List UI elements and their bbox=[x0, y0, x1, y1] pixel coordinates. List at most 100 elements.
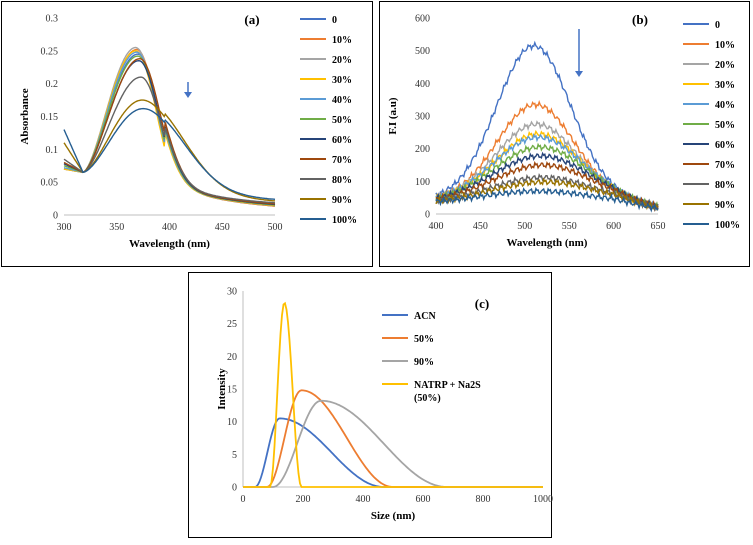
y-tick-label: 0.25 bbox=[41, 46, 59, 57]
y-tick-label: 500 bbox=[415, 46, 430, 57]
y-tick-label: 30 bbox=[227, 287, 237, 298]
x-tick-label: 200 bbox=[296, 494, 311, 505]
legend-label: 100% bbox=[332, 215, 357, 226]
y-axis-label: Intensity bbox=[216, 368, 228, 410]
x-axis-label: Wavelength (nm) bbox=[129, 238, 210, 250]
y-tick-label: 20 bbox=[227, 352, 237, 363]
legend-label: 50% bbox=[414, 334, 434, 345]
series-line-100- bbox=[63, 107, 276, 200]
legend-label: 0 bbox=[715, 20, 720, 31]
legend-label: 30% bbox=[332, 75, 352, 86]
series-line-90- bbox=[435, 177, 659, 211]
legend-label: 60% bbox=[715, 140, 735, 151]
series-line-0 bbox=[63, 53, 275, 207]
y-tick-label: 25 bbox=[227, 319, 237, 330]
legend-label: 30% bbox=[715, 80, 735, 91]
down-arrow-icon bbox=[575, 71, 583, 77]
series-line-80- bbox=[63, 76, 276, 204]
y-tick-label: 600 bbox=[415, 14, 430, 25]
down-arrow-icon bbox=[184, 92, 192, 98]
y-axis-label: F.I (a.u) bbox=[387, 97, 399, 135]
legend-label: 60% bbox=[332, 135, 352, 146]
panel-a-absorbance-chart: 300 350 400 450 500 0 0.05 0.1 0.15 0.2 0.25 0.3 Wav… bbox=[1, 1, 373, 267]
legend-label: 50% bbox=[332, 115, 352, 126]
y-tick-label: 0.1 bbox=[46, 145, 59, 156]
x-axis-label: Wavelength (nm) bbox=[507, 237, 588, 249]
panel-title: (b) bbox=[632, 12, 648, 27]
x-tick-label: 400 bbox=[429, 221, 444, 232]
legend-label: 10% bbox=[715, 40, 735, 51]
series-line-90- bbox=[63, 99, 276, 202]
legend-label: 50% bbox=[715, 120, 735, 131]
y-tick-label: 0.3 bbox=[46, 14, 59, 25]
y-tick-label: 300 bbox=[415, 112, 430, 123]
legend-label: 90% bbox=[414, 357, 434, 368]
x-tick-label: 450 bbox=[215, 222, 230, 233]
series-line-40- bbox=[63, 51, 276, 206]
legend-label: 70% bbox=[332, 155, 352, 166]
y-tick-label: 15 bbox=[227, 385, 237, 396]
series-line-10- bbox=[63, 48, 275, 207]
series-line-50- bbox=[435, 142, 659, 211]
series-line-50- bbox=[63, 55, 276, 206]
y-tick-label: 200 bbox=[415, 144, 430, 155]
y-tick-label: 400 bbox=[415, 79, 430, 90]
absorbance-chart-svg: 300 350 400 450 500 0 0.05 0.1 0.15 0.2 0.25 0.3 Wav… bbox=[19, 12, 357, 250]
legend-label: NATRP + Na2S bbox=[414, 380, 481, 391]
legend-label: 90% bbox=[332, 195, 352, 206]
legend-label: (50%) bbox=[414, 393, 441, 404]
y-tick-label: 10 bbox=[227, 417, 237, 428]
fluorescence-chart-svg: 400 450 500 550 600 650 0 100 200 300 400 500 600 Wav… bbox=[387, 12, 740, 249]
y-tick-label: 0 bbox=[232, 483, 237, 494]
series-line-70- bbox=[435, 160, 659, 211]
panel-title: (a) bbox=[244, 12, 259, 27]
y-tick-label: 5 bbox=[232, 450, 237, 461]
x-tick-label: 500 bbox=[268, 222, 283, 233]
x-tick-label: 800 bbox=[476, 494, 491, 505]
y-tick-label: 0 bbox=[53, 211, 58, 222]
size-distribution-chart-svg: 0 200 400 600 800 1000 0 5 10 15 20 25 30 Size (nm) In… bbox=[216, 287, 553, 523]
legend-label: 40% bbox=[332, 95, 352, 106]
legend-label: 20% bbox=[332, 55, 352, 66]
series-line-30- bbox=[63, 50, 276, 207]
legend-label: 100% bbox=[715, 220, 740, 231]
series-line-70- bbox=[63, 57, 276, 205]
x-tick-label: 300 bbox=[57, 222, 72, 233]
series-line-20- bbox=[63, 46, 276, 207]
legend-label: 40% bbox=[715, 100, 735, 111]
x-axis-label: Size (nm) bbox=[371, 510, 416, 522]
x-tick-label: 1000 bbox=[533, 494, 553, 505]
series-line-100- bbox=[435, 186, 659, 213]
series-line-natrp-na2s-50- bbox=[243, 301, 543, 488]
legend-label: 0 bbox=[332, 15, 337, 26]
x-tick-label: 0 bbox=[241, 494, 246, 505]
legend-label: 90% bbox=[715, 200, 735, 211]
series-line-60- bbox=[63, 59, 276, 206]
x-tick-label: 650 bbox=[651, 221, 666, 232]
legend-label: 70% bbox=[715, 160, 735, 171]
panel-b-fluorescence-chart: 400 450 500 550 600 650 0 100 200 300 400 500 600 Wav… bbox=[379, 1, 750, 267]
y-tick-label: 0 bbox=[425, 210, 430, 221]
x-tick-label: 400 bbox=[162, 222, 177, 233]
x-tick-label: 600 bbox=[606, 221, 621, 232]
legend-label: 10% bbox=[332, 35, 352, 46]
x-tick-label: 450 bbox=[473, 221, 488, 232]
x-tick-label: 600 bbox=[416, 494, 431, 505]
legend-label: ACN bbox=[414, 311, 436, 322]
y-tick-label: 0.15 bbox=[41, 112, 59, 123]
y-axis-label: Absorbance bbox=[19, 88, 31, 144]
series-line-50- bbox=[243, 389, 543, 488]
legend-label: 20% bbox=[715, 60, 735, 71]
series-line-80- bbox=[435, 173, 659, 212]
x-tick-label: 350 bbox=[109, 222, 124, 233]
x-tick-label: 500 bbox=[517, 221, 532, 232]
series-line-90- bbox=[243, 399, 543, 488]
panel-c-size-distribution-chart: 0 200 400 600 800 1000 0 5 10 15 20 25 30 Size (nm) In… bbox=[188, 272, 553, 538]
y-tick-label: 100 bbox=[415, 177, 430, 188]
x-tick-label: 400 bbox=[356, 494, 371, 505]
x-tick-label: 550 bbox=[562, 221, 577, 232]
legend-label: 80% bbox=[715, 180, 735, 191]
y-tick-label: 0.2 bbox=[46, 79, 59, 90]
y-tick-label: 0.05 bbox=[41, 178, 59, 189]
panel-title: (c) bbox=[475, 296, 489, 311]
